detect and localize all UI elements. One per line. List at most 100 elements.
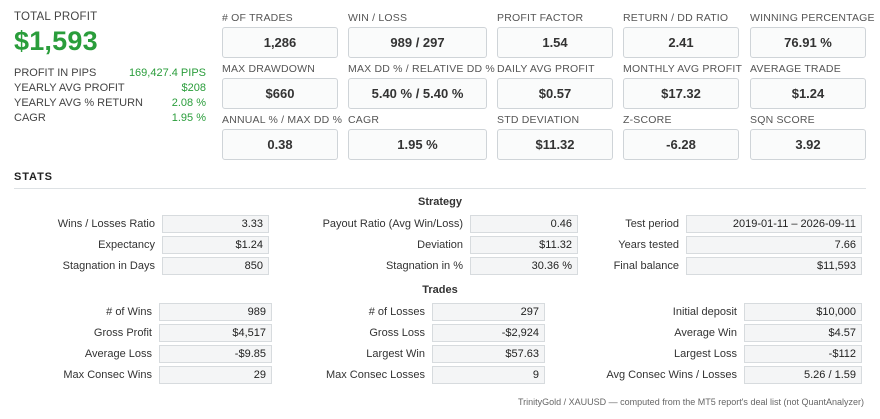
stat-row: Wins / Losses Ratio 3.33	[20, 215, 269, 233]
total-profit-label: TOTAL PROFIT	[14, 11, 98, 23]
stat-label: Years tested	[618, 239, 679, 251]
stat-label: Payout Ratio (Avg Win/Loss)	[322, 218, 463, 230]
metric-card: MAX DRAWDOWN $660	[222, 63, 338, 109]
summary-row: YEARLY AVG PROFIT $208	[14, 81, 206, 96]
summary-row-value: 2.08 %	[171, 97, 206, 109]
stat-value: 9	[432, 366, 545, 384]
summary-row-value: 1.95 %	[171, 112, 206, 124]
summary-row: PROFIT IN PIPS 169,427.4 PIPS	[14, 66, 206, 81]
profit-summary: TOTAL PROFIT $1,593 PROFIT IN PIPS 169,4…	[14, 11, 206, 126]
stat-row: Largest Win $57.63	[290, 345, 545, 363]
stat-value: 850	[162, 257, 269, 275]
metric-value: -6.28	[623, 129, 739, 160]
stat-label: Average Loss	[84, 348, 152, 360]
stat-label: Gross Profit	[93, 327, 152, 339]
metric-card: MONTHLY AVG PROFIT $17.32	[623, 63, 743, 109]
stat-value: 29	[159, 366, 272, 384]
metric-card: WIN / LOSS 989 / 297	[348, 12, 487, 58]
stat-row: Stagnation in Days 850	[20, 257, 269, 275]
stat-label: Final balance	[613, 260, 679, 272]
metric-card: WINNING PERCENTAGE 76.91 %	[750, 12, 875, 58]
metric-card: RETURN / DD RATIO 2.41	[623, 12, 739, 58]
metric-label: PROFIT FACTOR	[497, 12, 584, 24]
metric-value: $660	[222, 78, 338, 109]
stat-row: # of Wins 989	[20, 303, 272, 321]
metric-label: STD DEVIATION	[497, 114, 580, 126]
metric-value: 989 / 297	[348, 27, 487, 58]
stat-value: -$2,924	[432, 324, 545, 342]
metric-label: WIN / LOSS	[348, 12, 408, 24]
stat-label: Gross Loss	[369, 327, 425, 339]
stat-value: 3.33	[162, 215, 269, 233]
summary-row-value: 169,427.4 PIPS	[128, 67, 206, 79]
metric-label: SQN SCORE	[750, 114, 815, 126]
summary-row: YEARLY AVG % RETURN 2.08 %	[14, 96, 206, 111]
stat-label: Expectancy	[98, 239, 155, 251]
metric-card: SQN SCORE 3.92	[750, 114, 866, 160]
metric-value: 0.38	[222, 129, 338, 160]
metric-value: $1.24	[750, 78, 866, 109]
summary-row-label: CAGR	[14, 112, 46, 124]
metric-label: Z-SCORE	[623, 114, 672, 126]
metric-label: MONTHLY AVG PROFIT	[623, 63, 743, 75]
metric-label: MAX DD % / RELATIVE DD %	[348, 63, 495, 75]
stat-label: Max Consec Wins	[63, 369, 152, 381]
stat-label: # of Losses	[368, 306, 425, 318]
stat-label: Stagnation in %	[385, 260, 463, 272]
metric-card: Z-SCORE -6.28	[623, 114, 739, 160]
metric-value: 1.95 %	[348, 129, 487, 160]
stat-value: $11.32	[470, 236, 578, 254]
stat-row: Stagnation in % 30.36 %	[290, 257, 578, 275]
stat-value: 989	[159, 303, 272, 321]
metric-value: $11.32	[497, 129, 613, 160]
stat-row: Average Win $4.57	[590, 324, 862, 342]
metric-card: AVERAGE TRADE $1.24	[750, 63, 866, 109]
metric-label: AVERAGE TRADE	[750, 63, 841, 75]
total-profit-value: $1,593	[14, 26, 98, 56]
stat-value: 2019-01-11 – 2026-09-11	[686, 215, 862, 233]
stat-value: 7.66	[686, 236, 862, 254]
stat-label: Average Win	[674, 327, 737, 339]
metric-cards: # OF TRADES 1,286 WIN / LOSS 989 / 297 P…	[222, 12, 875, 160]
stat-row: Test period 2019-01-11 – 2026-09-11	[590, 215, 862, 233]
metric-value: 76.91 %	[750, 27, 866, 58]
footer-note: TrinityGold / XAUUSD — computed from the…	[517, 397, 864, 407]
stat-label: Deviation	[417, 239, 463, 251]
stat-row: # of Losses 297	[290, 303, 545, 321]
stat-value: $57.63	[432, 345, 545, 363]
metric-card: ANNUAL % / MAX DD % 0.38	[222, 114, 343, 160]
metric-card: CAGR 1.95 %	[348, 114, 487, 160]
stat-label: Initial deposit	[672, 306, 737, 318]
metric-card: # OF TRADES 1,286	[222, 12, 338, 58]
stat-label: Largest Loss	[674, 348, 737, 360]
summary-row-label: YEARLY AVG % RETURN	[14, 97, 143, 109]
stat-value: $11,593	[686, 257, 862, 275]
stat-row: Gross Profit $4,517	[20, 324, 272, 342]
metric-value: $17.32	[623, 78, 739, 109]
metric-label: WINNING PERCENTAGE	[750, 12, 875, 24]
stat-label: Max Consec Losses	[325, 369, 425, 381]
stat-label: Wins / Losses Ratio	[57, 218, 155, 230]
stat-value: $10,000	[744, 303, 862, 321]
stat-row: Years tested 7.66	[590, 236, 862, 254]
stat-label: Test period	[625, 218, 679, 230]
strategy-group-title: Strategy	[417, 196, 463, 208]
stat-row: Max Consec Losses 9	[290, 366, 545, 384]
metric-value: 2.41	[623, 27, 739, 58]
metric-label: ANNUAL % / MAX DD %	[222, 114, 343, 126]
metric-label: CAGR	[348, 114, 380, 126]
stat-label: Stagnation in Days	[62, 260, 155, 272]
stat-row: Deviation $11.32	[290, 236, 578, 254]
metric-value: $0.57	[497, 78, 613, 109]
stat-value: 0.46	[470, 215, 578, 233]
stat-label: Avg Consec Wins / Losses	[606, 369, 737, 381]
stat-value: -$9.85	[159, 345, 272, 363]
stat-value: -$112	[744, 345, 862, 363]
summary-row: CAGR 1.95 %	[14, 111, 206, 126]
stat-value: $1.24	[162, 236, 269, 254]
metric-label: DAILY AVG PROFIT	[497, 63, 595, 75]
stat-value: $4,517	[159, 324, 272, 342]
stat-value: 297	[432, 303, 545, 321]
metric-value: 5.40 % / 5.40 %	[348, 78, 487, 109]
summary-row-value: $208	[181, 82, 206, 94]
